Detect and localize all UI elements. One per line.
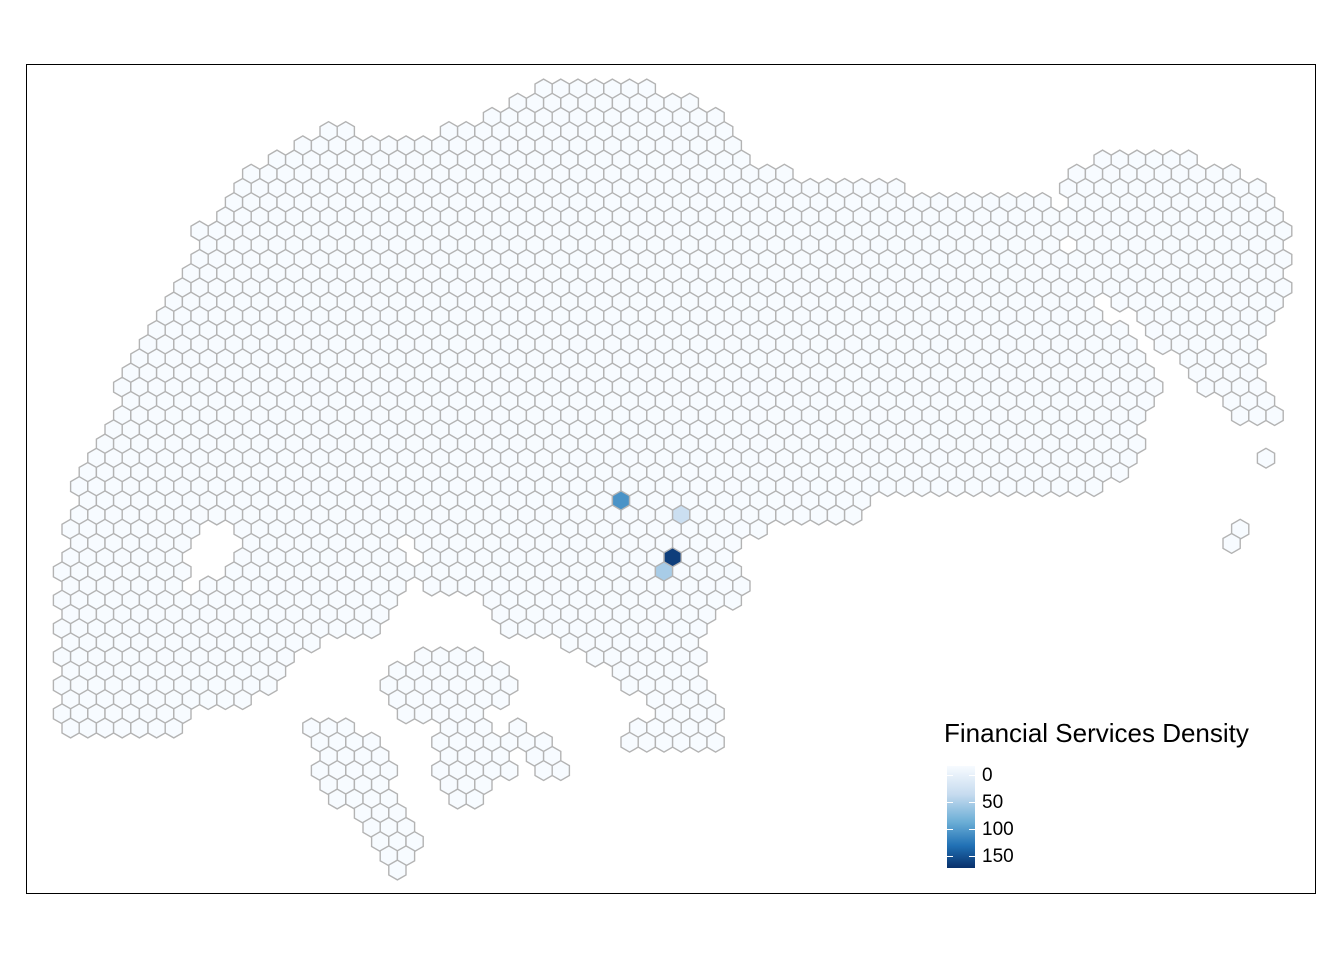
- hex-cell: [130, 717, 149, 739]
- hex-cell: [388, 859, 407, 881]
- hex-cell: [1153, 333, 1173, 356]
- legend-tick-mark: [947, 856, 953, 857]
- hex-cell: [1015, 475, 1035, 498]
- hex-cell: [998, 475, 1018, 498]
- hex-cell: [585, 646, 605, 668]
- hex-cell: [878, 475, 897, 498]
- hex-cell: [1248, 404, 1267, 427]
- legend-label-100: 100: [982, 819, 1014, 840]
- hex-cell: [499, 759, 519, 782]
- hex-cell: [112, 717, 132, 739]
- hex-cell: [706, 731, 725, 753]
- hex-cell: [327, 788, 347, 810]
- hex-cell: [912, 475, 932, 498]
- hex-cell: [1256, 447, 1276, 469]
- hex-cell: [207, 504, 227, 526]
- hex-cell: [439, 575, 459, 597]
- hex-cell: [413, 703, 433, 725]
- hex-cell: [465, 788, 485, 810]
- hex-cell: [499, 617, 519, 640]
- hex-cell: [345, 617, 364, 640]
- hex-cell: [327, 617, 347, 640]
- legend: Financial Services Density 0 50 100 150: [944, 718, 1304, 878]
- hex-cell: [620, 674, 639, 697]
- hex-cell: [723, 589, 743, 611]
- hex-cell: [1265, 404, 1284, 427]
- legend-title: Financial Services Density: [944, 718, 1249, 748]
- hex-cell: [1067, 475, 1087, 498]
- legend-label-0: 0: [982, 765, 993, 786]
- hex-cell: [637, 731, 657, 753]
- hex-cell: [749, 518, 768, 540]
- legend-label-150: 150: [982, 846, 1014, 867]
- hex-cell: [534, 759, 553, 782]
- hex-cell: [1033, 475, 1052, 498]
- hex-cell: [1230, 404, 1250, 427]
- legend-tick-mark: [969, 856, 975, 857]
- hex-cell: [551, 759, 571, 782]
- hex-cell: [448, 788, 467, 810]
- legend-colorbar: [947, 766, 975, 868]
- legend-tick-mark: [969, 829, 975, 830]
- hex-cell: [775, 504, 794, 526]
- hex-cell: [1110, 461, 1130, 484]
- hex-cell: [302, 632, 321, 654]
- hex-cell: [1196, 376, 1216, 398]
- hex-cell: [929, 475, 949, 498]
- hex-cell: [422, 575, 442, 597]
- hex-cell: [671, 731, 691, 753]
- hex-cell: [654, 731, 674, 753]
- hex-cell: [1110, 291, 1130, 313]
- hex-cell: [1050, 475, 1069, 498]
- hex-cell: [95, 717, 115, 739]
- hex-cell: [792, 504, 811, 526]
- hex-cell: [964, 475, 983, 498]
- legend-tick-mark: [947, 775, 953, 776]
- hex-cell: [560, 632, 579, 654]
- hex-cell: [1222, 532, 1241, 555]
- hex-cell: [396, 703, 416, 725]
- hex-cell: [809, 504, 829, 526]
- hex-cell: [198, 688, 218, 711]
- hex-cell: [895, 475, 915, 498]
- legend-tick-mark: [969, 802, 975, 803]
- hex-cell: [517, 617, 536, 640]
- hex-cell: [78, 717, 98, 739]
- hex-cell: [689, 731, 708, 753]
- hex-cell: [147, 717, 166, 739]
- hex-cell: [1084, 475, 1104, 498]
- hex-cell: [491, 688, 510, 711]
- hex-cell: [947, 475, 966, 498]
- hex-cell: [843, 504, 863, 526]
- hex-cell: [164, 717, 184, 739]
- legend-tick-mark: [969, 775, 975, 776]
- hex-cell: [233, 688, 252, 711]
- hex-cell: [826, 504, 846, 526]
- legend-label-50: 50: [982, 792, 1004, 813]
- legend-tick-mark: [947, 829, 953, 830]
- legend-tick-mark: [947, 802, 953, 803]
- hex-cell: [259, 674, 278, 697]
- hex-cell: [620, 731, 639, 753]
- hex-cell: [981, 475, 1001, 498]
- hex-cell: [61, 717, 80, 739]
- hex-cell: [216, 688, 235, 711]
- hex-cell: [362, 617, 381, 640]
- hex-cell: [456, 575, 476, 597]
- hex-cell: [534, 617, 553, 640]
